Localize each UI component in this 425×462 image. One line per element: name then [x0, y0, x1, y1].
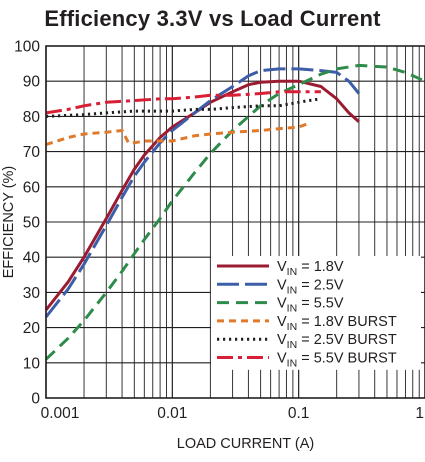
series-line-4: [45, 121, 310, 147]
legend-label-1: VIN = 1.8V: [277, 259, 344, 278]
plot-frame: [45, 45, 425, 399]
legend-background: [211, 256, 421, 370]
series-line-2: [44, 67, 361, 318]
series-line-6: [45, 90, 321, 115]
y-tick-label: 50: [23, 215, 41, 232]
y-tick-label: 10: [23, 355, 41, 372]
y-tick-label: 90: [23, 74, 41, 91]
legend-label-4: VIN = 1.8V BURST: [277, 314, 397, 333]
x-tick-label: 1: [415, 405, 424, 422]
legend-label-6: VIN = 5.5V BURST: [277, 351, 397, 370]
y-axis-label: EFFICIENCY (%): [1, 166, 17, 279]
legend-label-5: VIN = 2.5V BURST: [277, 332, 397, 351]
y-tick-label: 60: [23, 179, 41, 196]
x-axis-label: LOAD CURRENT (A): [177, 436, 315, 452]
series-line-3: [44, 63, 425, 361]
y-tick-label: 80: [23, 109, 41, 126]
series-line-5: [45, 97, 322, 118]
y-tick-label: 70: [23, 144, 41, 161]
chart-title: Efficiency 3.3V vs Load Current: [44, 6, 381, 31]
legend-label-2: VIN = 2.5V: [277, 277, 344, 296]
y-tick-label: 20: [23, 320, 41, 337]
y-tick-label: 100: [14, 39, 40, 56]
series-layer: [44, 63, 425, 361]
y-tick-label: 40: [23, 250, 41, 267]
y-tick-label: 30: [23, 285, 41, 302]
x-tick-label: 0.1: [288, 405, 310, 422]
y-tick-label: 0: [31, 391, 40, 408]
x-tick-label: 0.001: [41, 405, 80, 422]
x-tick-label: 0.01: [157, 405, 187, 422]
legend-label-3: VIN = 5.5V: [277, 296, 344, 315]
tick-labels: 0 10 20 30 40 50 60 70 80 90 100 0.001 0.01 0.1 1: [14, 39, 424, 423]
